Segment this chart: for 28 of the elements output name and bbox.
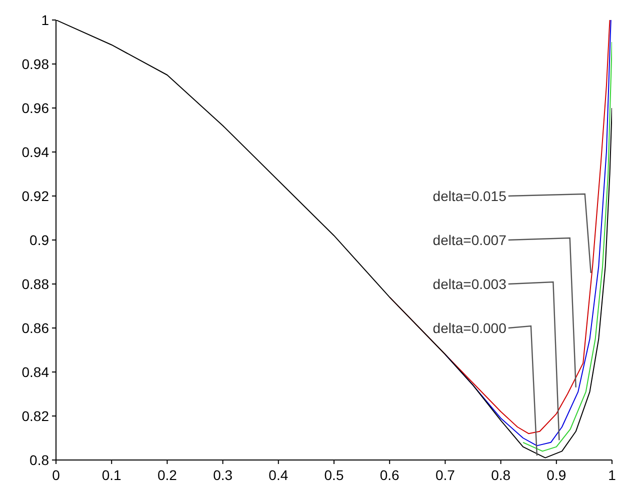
y-tick-label: 0.98 [22, 56, 50, 72]
y-tick-label: 0.8 [30, 452, 50, 468]
x-tick-label: 0.9 [546, 466, 566, 483]
line-series [522, 42, 612, 452]
x-tick-label: 0.5 [324, 466, 344, 483]
y-tick-label: 0.96 [22, 100, 50, 116]
annotation: delta=0.015 [432, 188, 507, 204]
annotation: delta=0.003 [432, 276, 507, 292]
x-tick-label: 1 [608, 466, 616, 483]
annotation: delta=0.000 [432, 320, 507, 336]
x-tick-label: 0.8 [491, 466, 511, 483]
x-tick-label: 0 [52, 466, 60, 483]
y-tick-label: 0.86 [22, 320, 50, 336]
y-tick-label: 0.92 [22, 188, 50, 204]
y-tick-label: 1 [41, 12, 50, 28]
x-tick-label: 0.3 [213, 466, 233, 483]
x-tick-label: 0.7 [435, 466, 456, 483]
x-tick-label: 0.4 [268, 466, 288, 483]
y-tick-label: 0.9 [30, 232, 50, 248]
y-tick-label: 0.84 [22, 364, 50, 380]
x-tick-label: 0.2 [157, 466, 178, 483]
annotation: delta=0.007 [432, 232, 507, 248]
callout-leader: delta=0.000 [432, 320, 538, 456]
x-tick-label: 0.1 [102, 466, 122, 483]
x-tick-label: 0.6 [380, 466, 400, 483]
y-tick-label: 0.94 [22, 144, 50, 160]
y-tick-label: 0.82 [22, 408, 50, 424]
y-tick-label: 0.88 [22, 276, 50, 292]
